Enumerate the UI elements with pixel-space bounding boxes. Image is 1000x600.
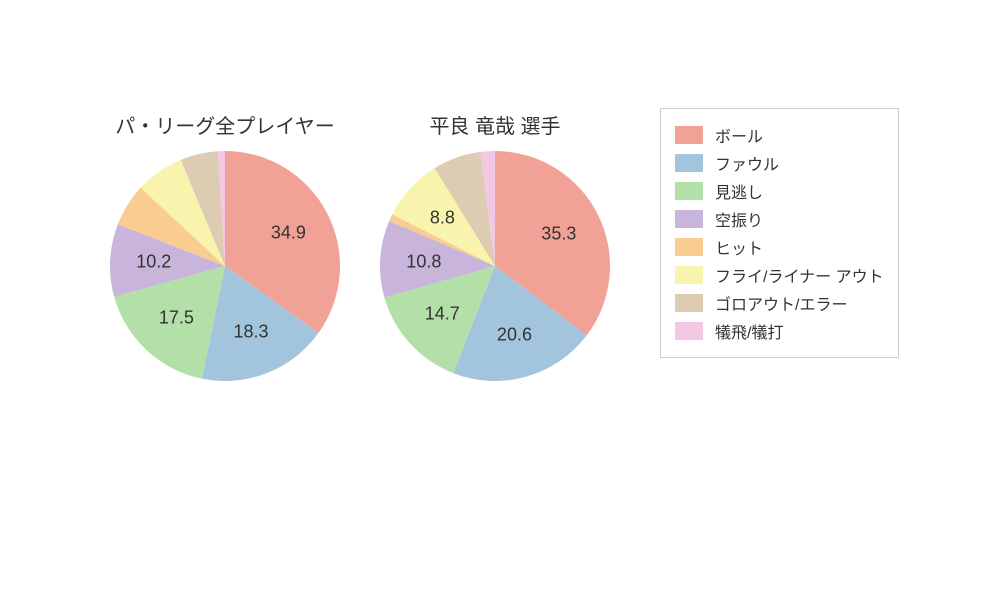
legend-swatch — [675, 154, 703, 172]
legend-item: ゴロアウト/エラー — [675, 291, 884, 315]
legend-label: ヒット — [715, 235, 763, 259]
legend-swatch — [675, 294, 703, 312]
pie-chart-player: 平良 竜哉 選手 35.3 20.6 14.7 10.8 8.8 — [380, 110, 610, 381]
legend-item: フライ/ライナー アウト — [675, 263, 884, 287]
legend-label: ボール — [715, 123, 763, 147]
pie-slice-label: 34.9 — [271, 223, 306, 244]
legend-swatch — [675, 210, 703, 228]
legend-label: 空振り — [715, 207, 763, 231]
legend-label: 犠飛/犠打 — [715, 319, 783, 343]
chart-title-player: 平良 竜哉 選手 — [380, 110, 610, 139]
pie-slice-label: 20.6 — [497, 324, 532, 345]
pie-slice-label: 18.3 — [234, 322, 269, 343]
legend-item: ファウル — [675, 151, 884, 175]
pie-slice-label: 10.8 — [406, 251, 441, 272]
legend-label: ゴロアウト/エラー — [715, 291, 847, 315]
pie-slice-label: 35.3 — [541, 224, 576, 245]
pie-slice-label: 10.2 — [136, 252, 171, 273]
pie-wrap-player: 35.3 20.6 14.7 10.8 8.8 — [380, 151, 610, 381]
legend-swatch — [675, 126, 703, 144]
legend: ボールファウル見逃し空振りヒットフライ/ライナー アウトゴロアウト/エラー犠飛/… — [660, 108, 899, 358]
legend-item: 犠飛/犠打 — [675, 319, 884, 343]
pie-wrap-league: 34.9 18.3 17.5 10.2 — [110, 151, 340, 381]
chart-title-league: パ・リーグ全プレイヤー — [110, 110, 340, 139]
legend-label: ファウル — [715, 151, 779, 175]
legend-item: 見逃し — [675, 179, 884, 203]
pie-slice-label: 8.8 — [430, 207, 455, 228]
legend-label: 見逃し — [715, 179, 763, 203]
legend-item: 空振り — [675, 207, 884, 231]
legend-swatch — [675, 238, 703, 256]
legend-swatch — [675, 266, 703, 284]
chart-container: パ・リーグ全プレイヤー 34.9 18.3 17.5 10.2 平良 竜哉 選手 35… — [0, 0, 1000, 600]
legend-label: フライ/ライナー アウト — [715, 263, 884, 287]
pie-slice-label: 14.7 — [425, 303, 460, 324]
pie-chart-league: パ・リーグ全プレイヤー 34.9 18.3 17.5 10.2 — [110, 110, 340, 381]
legend-swatch — [675, 322, 703, 340]
legend-item: ボール — [675, 123, 884, 147]
legend-item: ヒット — [675, 235, 884, 259]
legend-swatch — [675, 182, 703, 200]
pie-slice-label: 17.5 — [159, 308, 194, 329]
